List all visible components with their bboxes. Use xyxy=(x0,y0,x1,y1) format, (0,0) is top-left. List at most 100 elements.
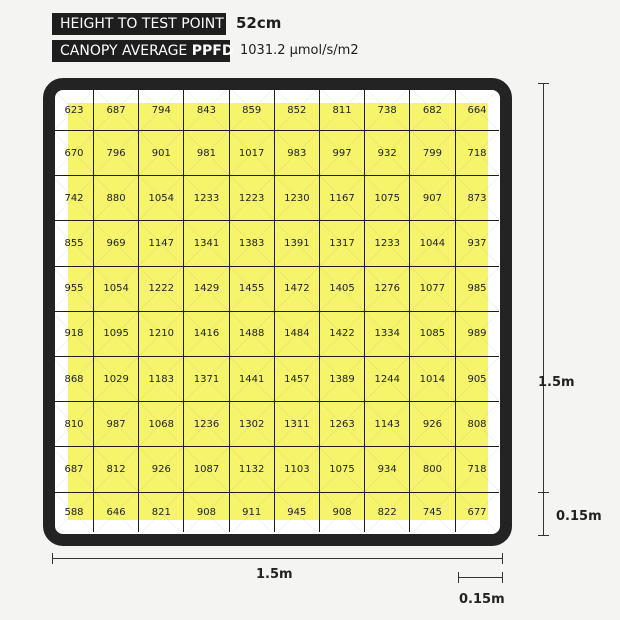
ppfd-cell: 926 xyxy=(410,402,456,448)
ppfd-cell: 873 xyxy=(455,176,499,222)
ppfd-cell: 1422 xyxy=(319,311,366,357)
ppfd-cell: 1472 xyxy=(274,266,320,312)
ppfd-cell: 1085 xyxy=(410,311,456,357)
ppfd-grid: 623 687 794 843 859 852 811 738 682 664 670 796 901 9… xyxy=(55,90,500,532)
ppfd-cell: 1302 xyxy=(229,402,275,448)
ppfd-cell: 981 xyxy=(184,131,230,177)
ppfd-cell: 812 xyxy=(94,447,140,493)
ppfd-cell: 1077 xyxy=(410,266,456,312)
ppfd-cell: 905 xyxy=(455,356,499,403)
ppfd-cell: 1230 xyxy=(274,176,320,222)
ppfd-cell: 934 xyxy=(365,447,411,493)
ppfd-cell: 799 xyxy=(410,131,456,177)
ppfd-cell: 1233 xyxy=(365,221,411,267)
ppfd-cell: 1416 xyxy=(184,311,230,357)
ppfd-cell: 1183 xyxy=(139,356,185,403)
ppfd-cell: 1341 xyxy=(184,221,230,267)
ppfd-cell: 932 xyxy=(365,131,411,177)
ppfd-label-prefix: CANOPY AVERAGE xyxy=(60,43,192,59)
ppfd-cell: 1391 xyxy=(274,221,320,267)
ppfd-cell: 1244 xyxy=(365,356,411,403)
ppfd-cell: 859 xyxy=(229,90,275,131)
ppfd-cell: 911 xyxy=(229,492,275,532)
ppfd-cell: 664 xyxy=(455,90,499,131)
ppfd-cell: 623 xyxy=(55,90,94,131)
ppfd-cell: 718 xyxy=(455,131,499,177)
ppfd-cell: 1236 xyxy=(184,402,230,448)
ppfd-cell: 843 xyxy=(184,90,230,131)
ppfd-cell: 1147 xyxy=(139,221,185,267)
ppfd-cell: 1441 xyxy=(229,356,275,403)
ppfd-cell: 1017 xyxy=(229,131,275,177)
ppfd-cell: 1223 xyxy=(229,176,275,222)
ppfd-cell: 670 xyxy=(55,131,94,177)
ppfd-cell: 1389 xyxy=(319,356,366,403)
ppfd-cell: 687 xyxy=(55,447,94,493)
ppfd-cell: 1233 xyxy=(184,176,230,222)
ppfd-cell: 926 xyxy=(139,447,185,493)
ppfd-cell: 1054 xyxy=(139,176,185,222)
ppfd-cell: 745 xyxy=(410,492,456,532)
ppfd-cell: 808 xyxy=(455,402,499,448)
ppfd-cell: 1103 xyxy=(274,447,320,493)
ppfd-label: CANOPY AVERAGE PPFD xyxy=(52,40,233,62)
cell-width-tick xyxy=(458,572,459,583)
ppfd-cell: 945 xyxy=(274,492,320,532)
ppfd-cell: 1143 xyxy=(365,402,411,448)
ppfd-cell: 1405 xyxy=(319,266,366,312)
ppfd-cell: 937 xyxy=(455,221,499,267)
ppfd-cell: 677 xyxy=(455,492,499,532)
height-label: HEIGHT TO TEST POINT xyxy=(52,13,226,35)
ppfd-cell: 738 xyxy=(365,90,411,131)
ppfd-cell: 687 xyxy=(94,90,140,131)
ppfd-cell: 800 xyxy=(410,447,456,493)
ppfd-cell: 682 xyxy=(410,90,456,131)
width-dimension-line xyxy=(52,558,503,559)
ppfd-cell: 868 xyxy=(55,356,94,403)
ppfd-cell: 907 xyxy=(410,176,456,222)
ppfd-cell: 1383 xyxy=(229,221,275,267)
ppfd-cell: 997 xyxy=(319,131,366,177)
ppfd-cell: 1222 xyxy=(139,266,185,312)
ppfd-cell: 1029 xyxy=(94,356,140,403)
ppfd-cell: 855 xyxy=(55,221,94,267)
ppfd-cell: 1095 xyxy=(94,311,140,357)
ppfd-cell: 1488 xyxy=(229,311,275,357)
width-dimension-tick xyxy=(502,553,503,564)
height-dimension-tick xyxy=(538,535,549,536)
ppfd-cell: 955 xyxy=(55,266,94,312)
tent-frame: 623 687 794 843 859 852 811 738 682 664 670 796 901 9… xyxy=(43,78,512,546)
ppfd-cell: 987 xyxy=(94,402,140,448)
ppfd-cell: 811 xyxy=(319,90,366,131)
ppfd-cell: 794 xyxy=(139,90,185,131)
ppfd-cell: 718 xyxy=(455,447,499,493)
ppfd-cell: 1044 xyxy=(410,221,456,267)
ppfd-cell: 983 xyxy=(274,131,320,177)
height-dimension-tick xyxy=(538,83,549,84)
ppfd-cell: 918 xyxy=(55,311,94,357)
width-label: 1.5m xyxy=(256,567,293,582)
ppfd-cell: 588 xyxy=(55,492,94,532)
ppfd-cell: 908 xyxy=(319,492,366,532)
ppfd-cell: 1054 xyxy=(94,266,140,312)
ppfd-cell: 1132 xyxy=(229,447,275,493)
height-dimension-tick xyxy=(538,492,549,493)
ppfd-cell: 880 xyxy=(94,176,140,222)
height-label: 1.5m xyxy=(538,375,575,390)
height-value: 52cm xyxy=(236,14,282,32)
ppfd-cell: 1075 xyxy=(319,447,366,493)
ppfd-cell: 985 xyxy=(455,266,499,312)
ppfd-cell: 1014 xyxy=(410,356,456,403)
ppfd-cell: 901 xyxy=(139,131,185,177)
ppfd-cell: 821 xyxy=(139,492,185,532)
ppfd-cell: 989 xyxy=(455,311,499,357)
ppfd-cell: 796 xyxy=(94,131,140,177)
height-dimension-line xyxy=(543,83,544,535)
ppfd-cell: 908 xyxy=(184,492,230,532)
cell-height-label: 0.15m xyxy=(556,509,602,524)
ppfd-label-bold: PPFD xyxy=(191,43,234,59)
cell-width-line xyxy=(458,577,503,578)
ppfd-cell: 1075 xyxy=(365,176,411,222)
ppfd-cell: 1210 xyxy=(139,311,185,357)
ppfd-cell: 822 xyxy=(365,492,411,532)
